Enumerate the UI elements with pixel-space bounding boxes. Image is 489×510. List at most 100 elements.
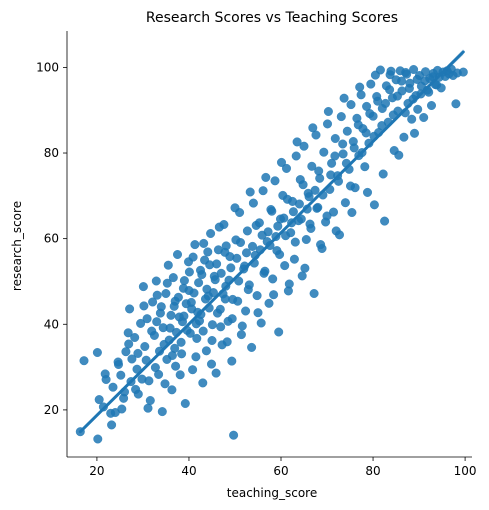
data-point bbox=[212, 259, 222, 269]
data-point bbox=[245, 187, 255, 197]
data-point bbox=[179, 276, 189, 286]
data-point bbox=[291, 151, 301, 161]
data-point bbox=[330, 151, 340, 161]
data-point bbox=[326, 170, 336, 180]
data-point bbox=[241, 306, 251, 316]
data-point bbox=[297, 271, 307, 281]
data-point bbox=[167, 351, 177, 361]
data-point bbox=[373, 96, 383, 106]
data-point bbox=[347, 207, 357, 217]
data-point bbox=[121, 347, 131, 357]
data-point bbox=[378, 169, 388, 179]
data-point bbox=[227, 356, 237, 366]
data-point bbox=[353, 120, 363, 130]
data-point bbox=[226, 263, 236, 273]
data-point bbox=[170, 296, 180, 306]
data-point bbox=[242, 226, 252, 236]
data-point bbox=[214, 222, 224, 232]
data-point bbox=[264, 298, 274, 308]
data-point bbox=[125, 304, 135, 314]
data-point bbox=[323, 119, 333, 129]
data-point bbox=[220, 294, 230, 304]
data-point bbox=[222, 337, 232, 347]
data-point bbox=[177, 349, 187, 359]
data-point bbox=[92, 348, 102, 358]
data-point bbox=[133, 348, 143, 358]
data-point bbox=[294, 199, 304, 209]
data-point bbox=[252, 291, 262, 301]
data-point bbox=[314, 166, 324, 176]
data-point bbox=[203, 247, 213, 257]
y-tick-label: 60 bbox=[44, 232, 59, 246]
data-point bbox=[151, 276, 161, 286]
data-point bbox=[198, 326, 208, 336]
data-point bbox=[143, 403, 153, 413]
data-point bbox=[409, 64, 419, 74]
data-point bbox=[282, 194, 292, 204]
y-axis-label: research_score bbox=[10, 201, 24, 291]
data-point bbox=[420, 76, 430, 86]
data-point bbox=[210, 275, 220, 285]
data-point bbox=[116, 370, 126, 380]
data-point bbox=[299, 141, 309, 151]
data-point bbox=[402, 69, 412, 79]
data-point bbox=[338, 139, 348, 149]
data-point bbox=[269, 290, 279, 300]
data-point bbox=[319, 147, 329, 157]
data-point bbox=[365, 109, 375, 119]
data-point bbox=[268, 274, 278, 284]
data-point bbox=[230, 203, 240, 213]
data-point bbox=[227, 314, 237, 324]
data-point bbox=[259, 268, 269, 278]
data-point bbox=[394, 150, 404, 160]
data-point bbox=[232, 253, 242, 263]
data-point bbox=[181, 299, 191, 309]
data-point bbox=[247, 342, 257, 352]
data-point bbox=[190, 240, 200, 250]
data-point bbox=[292, 137, 302, 147]
axes: 20 40 60 80 100 20 40 60 80 100 bbox=[36, 31, 477, 478]
data-point bbox=[381, 98, 391, 108]
data-point bbox=[356, 90, 366, 100]
data-point bbox=[300, 263, 310, 273]
data-point bbox=[171, 361, 181, 371]
x-tick-label: 100 bbox=[454, 464, 477, 478]
data-point bbox=[338, 149, 348, 159]
data-point bbox=[316, 240, 326, 250]
data-point bbox=[137, 374, 147, 384]
x-tick-label: 80 bbox=[365, 464, 380, 478]
data-point bbox=[284, 279, 294, 289]
data-point bbox=[388, 110, 398, 120]
data-point bbox=[451, 99, 461, 109]
data-point bbox=[342, 126, 352, 136]
data-point bbox=[301, 234, 311, 244]
data-point bbox=[229, 430, 239, 440]
data-point bbox=[119, 393, 129, 403]
x-tick-label: 40 bbox=[181, 464, 196, 478]
data-point bbox=[261, 172, 271, 182]
chart-title: Research Scores vs Teaching Scores bbox=[146, 10, 398, 26]
data-point bbox=[307, 161, 317, 171]
data-point bbox=[167, 385, 177, 395]
data-point bbox=[253, 308, 263, 318]
data-point bbox=[161, 289, 171, 299]
x-tick-label: 20 bbox=[89, 464, 104, 478]
data-point bbox=[273, 221, 283, 231]
data-point bbox=[385, 85, 395, 95]
data-point bbox=[370, 70, 380, 80]
data-point bbox=[243, 285, 253, 295]
data-point bbox=[108, 382, 118, 392]
data-point bbox=[323, 106, 333, 116]
data-point bbox=[311, 130, 321, 140]
data-point bbox=[147, 326, 157, 336]
data-point bbox=[427, 100, 437, 110]
data-point bbox=[380, 216, 390, 226]
data-point bbox=[117, 404, 127, 414]
data-point bbox=[100, 369, 110, 379]
data-point bbox=[251, 220, 261, 230]
data-point bbox=[179, 311, 189, 321]
data-point bbox=[158, 323, 168, 333]
data-point bbox=[310, 185, 320, 195]
data-point bbox=[288, 207, 298, 217]
